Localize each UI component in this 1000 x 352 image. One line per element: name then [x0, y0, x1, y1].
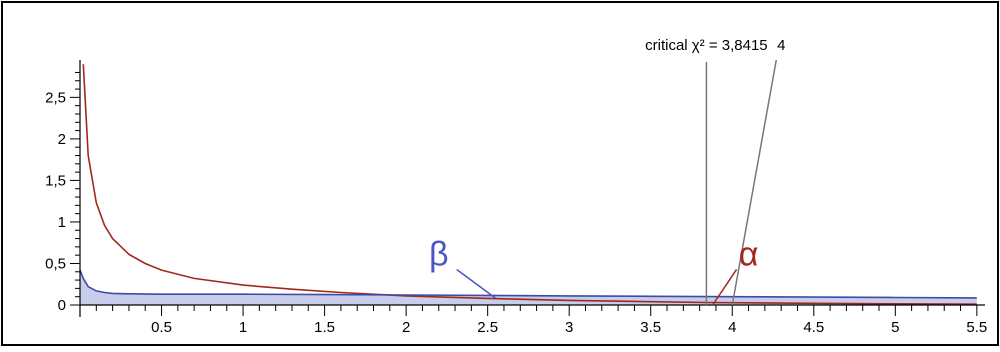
x-tick-label: 4.5: [803, 319, 824, 336]
x-tick-label: 5: [891, 319, 899, 336]
y-tick-label: 0: [58, 297, 66, 314]
annotation-label-2: α: [739, 235, 759, 273]
annotation-label-1: β: [429, 235, 449, 273]
x-tick-label: 3.5: [640, 319, 661, 336]
annotation-label-0: 4: [777, 37, 785, 54]
x-tick-label: 5.5: [966, 319, 987, 336]
series-1-line: [79, 269, 977, 299]
y-tick-label: 2: [58, 131, 66, 148]
annotation-leader-0: [731, 59, 778, 306]
y-tick-label: 1: [58, 214, 66, 231]
series-1-area: [80, 270, 977, 305]
x-tick-label: 2.5: [477, 319, 498, 336]
y-tick-label: 2,5: [45, 89, 66, 106]
x-tick-label: 1.5: [314, 319, 335, 336]
y-tick-label: 1,5: [45, 172, 66, 189]
x-tick-label: 0.5: [151, 319, 172, 336]
chart-border: [1, 1, 999, 346]
series-0-line: [82, 64, 977, 305]
critical-value-label: critical χ² = 3,8415: [645, 37, 768, 54]
annotation-leader-2: [712, 269, 738, 306]
x-tick-label: 4: [728, 319, 736, 336]
x-tick-label: 2: [402, 319, 410, 336]
annotation-leader-1: [456, 268, 497, 299]
y-tick-label: 0,5: [45, 255, 66, 272]
x-tick-label: 3: [565, 319, 573, 336]
x-tick-label: 1: [239, 319, 247, 336]
